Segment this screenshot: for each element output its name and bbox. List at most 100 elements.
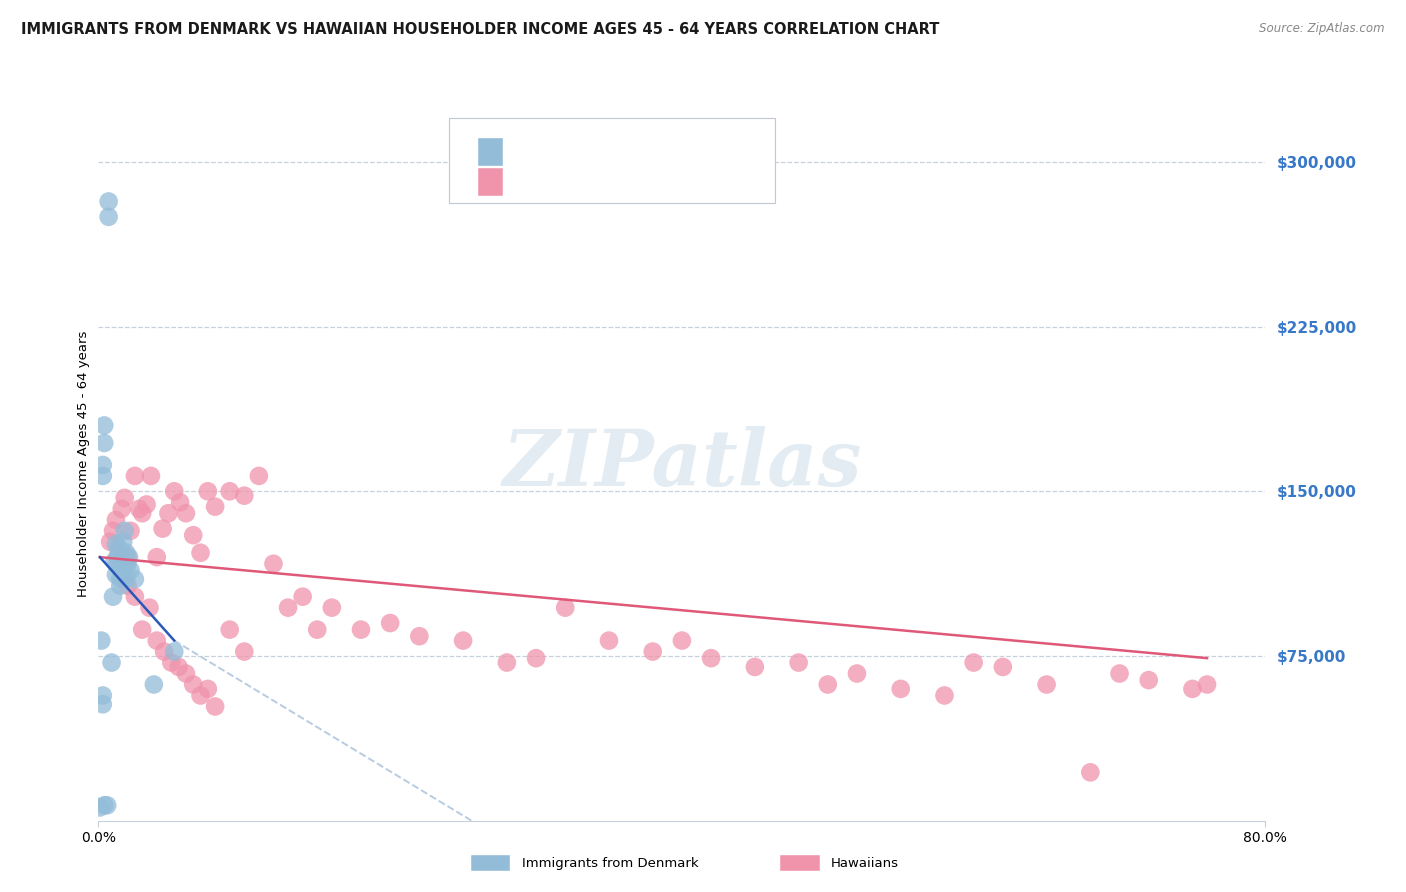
Text: IMMIGRANTS FROM DENMARK VS HAWAIIAN HOUSEHOLDER INCOME AGES 45 - 64 YEARS CORREL: IMMIGRANTS FROM DENMARK VS HAWAIIAN HOUS… bbox=[21, 22, 939, 37]
Point bbox=[89, 800, 111, 814]
Point bbox=[495, 656, 517, 670]
Point bbox=[174, 506, 197, 520]
Point bbox=[700, 651, 723, 665]
Point bbox=[97, 194, 120, 209]
Point bbox=[169, 495, 191, 509]
Point bbox=[190, 546, 212, 560]
Point bbox=[93, 418, 115, 433]
Point bbox=[98, 534, 121, 549]
Point bbox=[110, 572, 132, 586]
Point bbox=[204, 699, 226, 714]
Point bbox=[117, 557, 139, 571]
Point bbox=[934, 689, 956, 703]
Point bbox=[110, 579, 132, 593]
Point bbox=[197, 681, 219, 696]
Point bbox=[104, 537, 127, 551]
Point bbox=[554, 600, 576, 615]
Point bbox=[117, 550, 139, 565]
Point bbox=[350, 623, 373, 637]
Point bbox=[120, 524, 142, 538]
Text: R =  -0.188   N = 35: R = -0.188 N = 35 bbox=[515, 145, 683, 160]
Point bbox=[991, 660, 1014, 674]
Point bbox=[104, 567, 127, 582]
Point bbox=[197, 484, 219, 499]
Point bbox=[114, 557, 136, 571]
Point bbox=[1035, 677, 1057, 691]
Point bbox=[190, 689, 212, 703]
Point bbox=[138, 600, 160, 615]
Point bbox=[90, 633, 112, 648]
Point bbox=[93, 798, 115, 813]
Point bbox=[91, 698, 114, 712]
Point bbox=[218, 484, 240, 499]
Point bbox=[787, 656, 810, 670]
Point bbox=[174, 666, 197, 681]
Point bbox=[744, 660, 766, 674]
Point bbox=[277, 600, 299, 615]
Point bbox=[139, 469, 162, 483]
Point bbox=[96, 798, 118, 813]
Point bbox=[111, 550, 134, 565]
Point bbox=[115, 546, 138, 560]
Point bbox=[124, 590, 146, 604]
Point bbox=[93, 436, 115, 450]
Point bbox=[247, 469, 270, 483]
Point bbox=[128, 501, 150, 516]
Point bbox=[157, 506, 180, 520]
Point bbox=[307, 623, 329, 637]
Point bbox=[146, 633, 169, 648]
Point bbox=[291, 590, 314, 604]
Point bbox=[160, 656, 183, 670]
Point bbox=[845, 666, 868, 681]
Point bbox=[153, 644, 176, 658]
Point bbox=[962, 656, 984, 670]
Point bbox=[105, 557, 128, 571]
Point bbox=[101, 590, 124, 604]
Point bbox=[1108, 666, 1130, 681]
Point bbox=[1080, 765, 1102, 780]
Point bbox=[117, 579, 139, 593]
Point bbox=[124, 572, 146, 586]
Point bbox=[671, 633, 693, 648]
Point bbox=[111, 501, 134, 516]
Point bbox=[108, 541, 131, 556]
Point bbox=[135, 498, 157, 512]
Point bbox=[108, 546, 131, 560]
Point bbox=[142, 677, 165, 691]
Point bbox=[378, 615, 402, 630]
Point bbox=[181, 528, 204, 542]
Text: Source: ZipAtlas.com: Source: ZipAtlas.com bbox=[1260, 22, 1385, 36]
Point bbox=[218, 623, 240, 637]
Text: Hawaiians: Hawaiians bbox=[831, 857, 898, 870]
Point bbox=[115, 572, 138, 586]
Point bbox=[181, 677, 204, 691]
Point bbox=[408, 629, 430, 643]
Point bbox=[103, 555, 125, 569]
Point bbox=[163, 484, 186, 499]
Point bbox=[233, 489, 256, 503]
Text: ZIPatlas: ZIPatlas bbox=[502, 425, 862, 502]
Point bbox=[233, 644, 256, 658]
Point bbox=[1181, 681, 1204, 696]
Point bbox=[131, 623, 153, 637]
Point bbox=[451, 633, 474, 648]
Point bbox=[114, 524, 136, 538]
Point bbox=[1137, 673, 1160, 687]
Point bbox=[112, 534, 135, 549]
Text: Immigrants from Denmark: Immigrants from Denmark bbox=[522, 857, 699, 870]
Point bbox=[118, 550, 141, 565]
Point bbox=[167, 660, 190, 674]
Point bbox=[131, 506, 153, 520]
Point bbox=[91, 458, 114, 472]
Point bbox=[104, 513, 127, 527]
Point bbox=[146, 550, 169, 565]
Point bbox=[111, 563, 134, 577]
Point bbox=[101, 524, 124, 538]
Point bbox=[124, 469, 146, 483]
Point bbox=[152, 522, 174, 536]
Point bbox=[890, 681, 912, 696]
Point bbox=[91, 469, 114, 483]
Point bbox=[641, 644, 664, 658]
Point bbox=[524, 651, 547, 665]
Point bbox=[598, 633, 620, 648]
